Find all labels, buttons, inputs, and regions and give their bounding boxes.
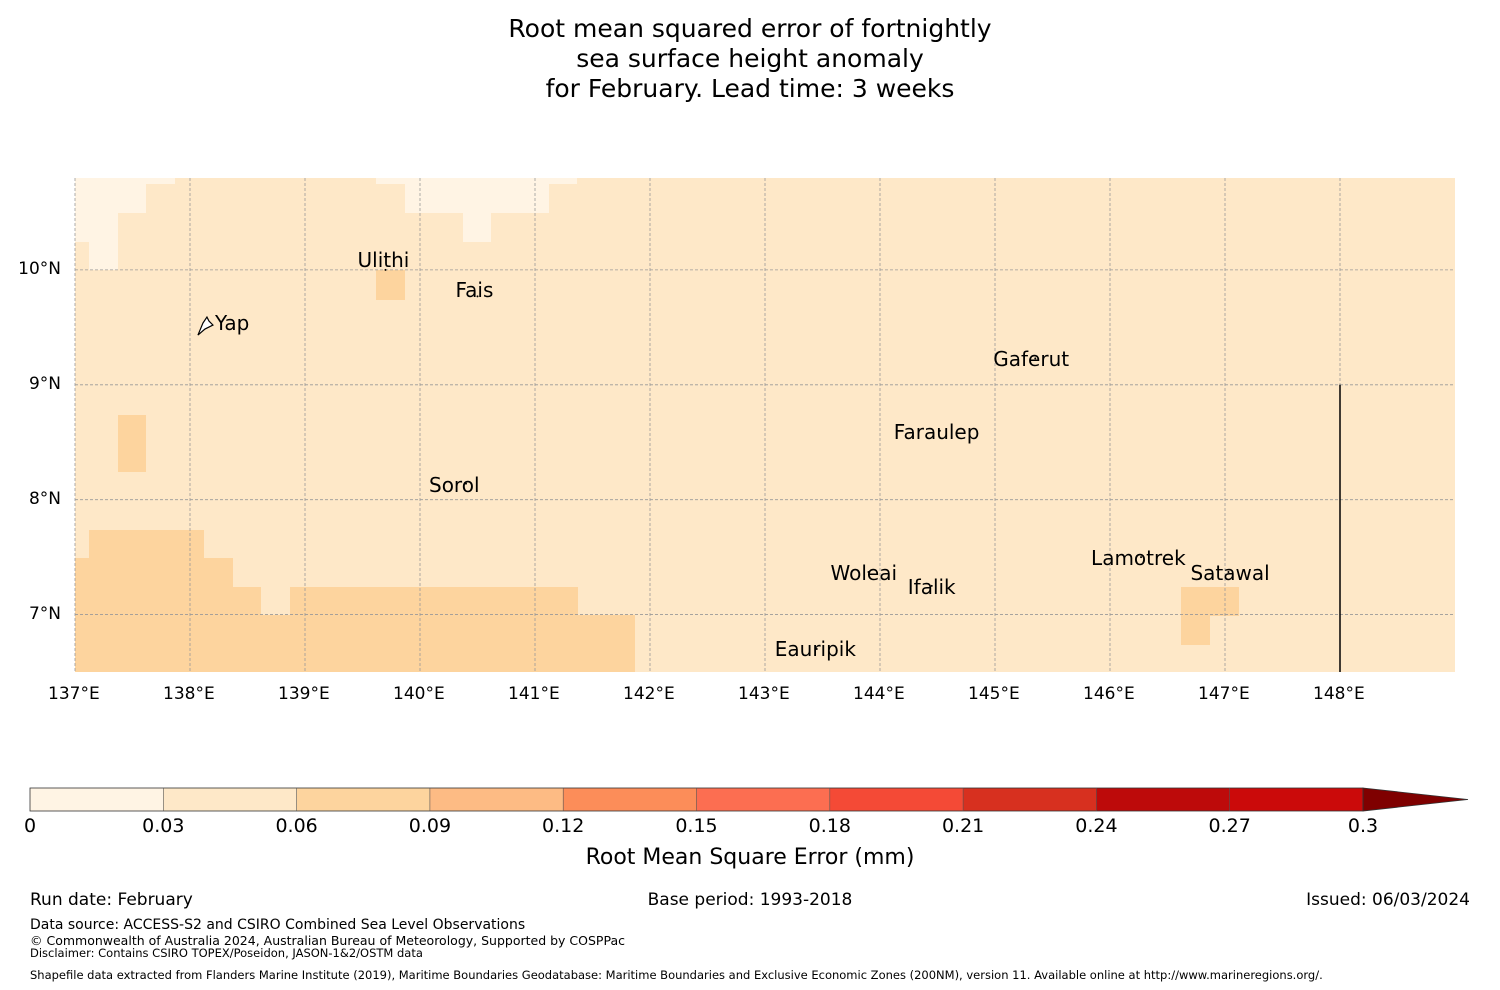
island-marker — [867, 571, 870, 574]
lon-tick-label: 145°E — [968, 684, 1020, 704]
lon-tick-label: 147°E — [1198, 684, 1250, 704]
copyright-notice: © Commonwealth of Australia 2024, Austra… — [30, 933, 625, 948]
colorbar-segment — [563, 788, 697, 811]
island-label-gaferut: Gaferut — [993, 347, 1070, 372]
colorbar-tick-label: 0.21 — [941, 815, 985, 837]
colorbar-segment — [963, 788, 1097, 811]
island-marker — [465, 482, 467, 485]
colorbar-tick-label: 0.12 — [542, 815, 585, 837]
island-label-eauripik: Eauripik — [774, 637, 856, 662]
island-label-ifalik: Ifalik — [907, 574, 956, 599]
title-line-1: Root mean squared error of fortnightly — [508, 14, 992, 43]
lon-tick-label: 138°E — [163, 684, 215, 704]
run-date: Run date: February — [30, 890, 193, 910]
grid-cell — [75, 178, 175, 184]
colorbar-segment — [696, 788, 831, 811]
chart-title: Root mean squared error of fortnightly s… — [0, 14, 1500, 104]
grid-cell — [89, 242, 118, 270]
map-gridlines — [74, 178, 1455, 672]
colorbar-tick-label: 0.24 — [1075, 815, 1118, 837]
grid-cell — [376, 270, 405, 300]
island-label-lamotrek: Lamotrek — [1091, 546, 1186, 571]
colorbar-label: Root Mean Square Error (mm) — [585, 845, 915, 870]
grid-cell — [1181, 587, 1239, 616]
colorbar-segment — [429, 788, 564, 811]
issued-date: Issued: 06/03/2024 — [1306, 890, 1470, 910]
colorbar-tick-label: 0.06 — [275, 815, 318, 837]
grid-cell — [1181, 615, 1210, 645]
island-marker — [1140, 556, 1143, 559]
lon-tick-label: 148°E — [1313, 684, 1365, 704]
island-marker — [1034, 357, 1037, 360]
lon-tick-label: 137°E — [48, 684, 100, 704]
island-label-sorol: Sorol — [429, 472, 480, 497]
colorbar-segment — [30, 788, 164, 811]
colorbar-tick-label: 0.3 — [1347, 815, 1379, 837]
title-line-3: for February. Lead time: 3 weeks — [545, 74, 955, 103]
lat-tick-label: 8°N — [28, 488, 61, 509]
grid-cell — [75, 213, 118, 242]
colorbar-segment — [163, 788, 298, 811]
lon-tick-label: 146°E — [1083, 684, 1135, 704]
data-source: Data source: ACCESS-S2 and CSIRO Combine… — [30, 917, 526, 933]
island-marker — [930, 584, 933, 587]
lat-tick-label: 9°N — [28, 373, 61, 394]
lon-tick-label: 141°E — [508, 684, 560, 704]
colorbar-extend-arrow — [1362, 787, 1469, 812]
grid-cell — [405, 184, 549, 213]
island-label-satawal: Satawal — [1190, 561, 1270, 586]
colorbar-tick-label: 0 — [23, 815, 37, 837]
shapefile-credit: Shapefile data extracted from Flanders M… — [30, 968, 1323, 982]
grid-cell — [118, 415, 146, 472]
title-line-2: sea surface height anomaly — [576, 44, 924, 73]
island-label-fais: Fais — [455, 278, 494, 303]
island-marker — [1227, 571, 1230, 574]
island-markers — [197, 268, 1230, 651]
disclaimer: Disclaimer: Contains CSIRO TOPEX/Poseido… — [30, 946, 423, 960]
lat-tick-label: 10°N — [18, 258, 61, 279]
lon-tick-label: 143°E — [738, 684, 790, 704]
lon-tick-label: 140°E — [393, 684, 445, 704]
grid-cell — [376, 178, 577, 184]
colorbar — [29, 787, 1469, 812]
island-label-ulithi: Ulithi — [357, 247, 410, 272]
lon-tick-label: 142°E — [623, 684, 675, 704]
grid-cell — [463, 213, 491, 242]
colorbar-segment — [1229, 788, 1364, 811]
colorbar-tick-label: 0.27 — [1208, 815, 1251, 837]
colorbar-tick-label: 0.09 — [408, 815, 452, 837]
colorbar-segment — [1096, 788, 1231, 811]
island-label-woleai: Woleai — [830, 561, 898, 586]
island-label-yap: Yap — [214, 311, 250, 336]
island-label-faraulep: Faraulep — [893, 419, 980, 444]
colorbar-tick-label: 0.03 — [142, 815, 185, 837]
grid-cell — [75, 184, 146, 213]
grid-cell — [290, 587, 578, 672]
colorbar-segment — [296, 788, 431, 811]
island-marker — [938, 429, 941, 432]
colorbar-tick-label: 0.18 — [808, 815, 851, 837]
yap-island-shape — [197, 315, 214, 336]
colorbar-tick-label: 0.15 — [675, 815, 718, 837]
lon-tick-label: 144°E — [853, 684, 905, 704]
lat-tick-label: 7°N — [28, 603, 61, 624]
base-period: Base period: 1993-2018 — [647, 890, 853, 910]
island-marker — [476, 295, 479, 298]
island-marker — [815, 648, 818, 651]
lon-tick-label: 139°E — [278, 684, 330, 704]
colorbar-segment — [829, 788, 964, 811]
island-marker — [384, 268, 387, 271]
